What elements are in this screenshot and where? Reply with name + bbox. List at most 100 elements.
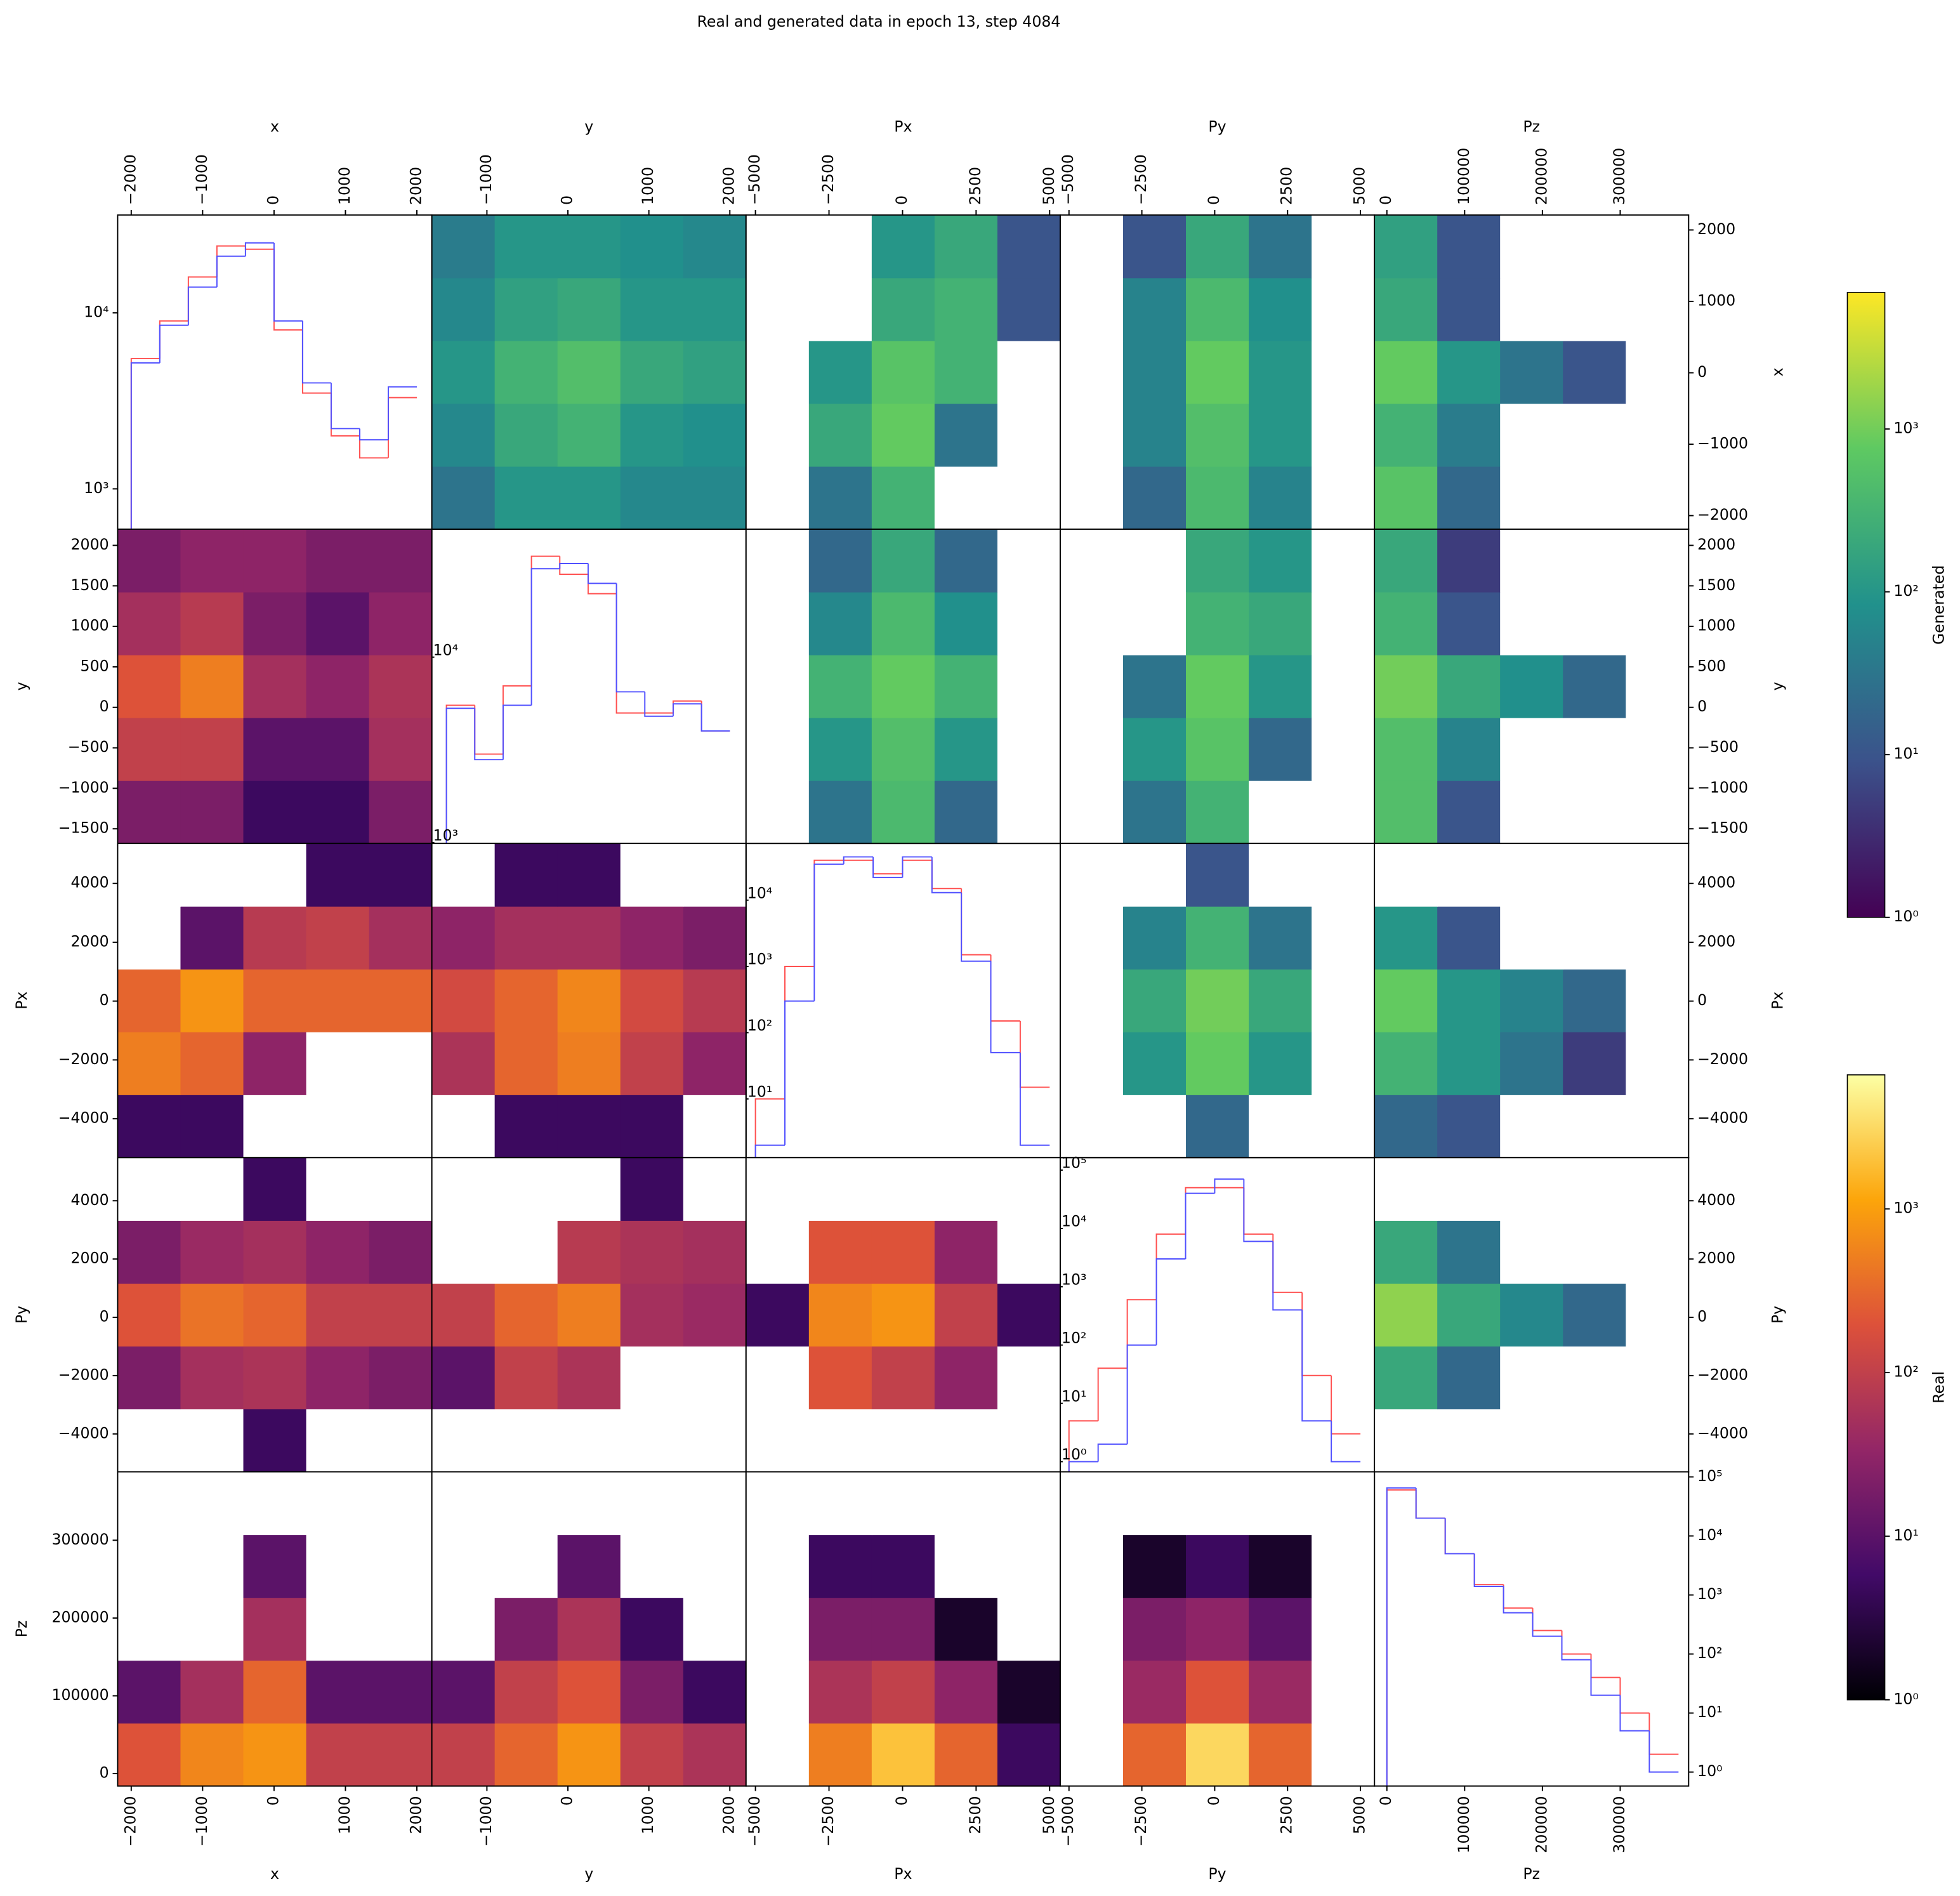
heatmap-cell [746, 466, 810, 530]
heatmap-cell [1437, 340, 1501, 404]
heatmap-cell [934, 403, 998, 467]
x-tick-label: −2000 [121, 1796, 139, 1847]
heatmap-cell [620, 1409, 684, 1473]
x-tick-label: 2500 [1278, 1796, 1296, 1834]
colorbar-label: Real [1930, 1371, 1948, 1404]
heatmap-cell [1563, 906, 1626, 970]
heatmap-cell [683, 403, 747, 467]
heatmap-cell [620, 1220, 684, 1284]
y-tick-label: −2000 [1697, 1366, 1748, 1383]
heatmap-cell [117, 655, 181, 718]
heatmap-cell [117, 1220, 181, 1284]
heatmap-cell [180, 1220, 244, 1284]
heatmap-cell [243, 1409, 307, 1473]
y-tick-label: 500 [81, 657, 109, 675]
heatmap-cell [1122, 1095, 1187, 1158]
heatmap-cell [494, 843, 558, 907]
x-tick-label: 2500 [1278, 167, 1296, 205]
heatmap-cell [1626, 1095, 1689, 1158]
heatmap-cell [934, 591, 998, 655]
heatmap-cell [117, 718, 181, 781]
heatmap-cell [306, 1095, 370, 1158]
y-tick-label: 1000 [1697, 617, 1735, 635]
y-tick-label: 10⁰ [1697, 1762, 1723, 1780]
heatmap-cell [1500, 718, 1563, 781]
heatmap-cell [808, 466, 872, 530]
heatmap-cell [997, 529, 1061, 593]
axis-label: Px [13, 992, 30, 1010]
heatmap-cell [1186, 466, 1249, 530]
heatmap-cell [934, 780, 998, 844]
histogram-step [1019, 1052, 1050, 1146]
histogram-step [754, 1144, 785, 1158]
colorbar-tick-label: 10¹ [1893, 1526, 1919, 1544]
y-tick-label: 2000 [1697, 220, 1735, 238]
heatmap-cell [557, 1346, 621, 1410]
y-tick-label: −4000 [1697, 1109, 1748, 1127]
histogram-step [1444, 1518, 1475, 1555]
heatmap-cell [620, 466, 684, 530]
heatmap-cell [1186, 906, 1249, 970]
heatmap-cell [494, 1660, 558, 1724]
heatmap-cell [1374, 591, 1438, 655]
heatmap-cell [1626, 529, 1689, 593]
heatmap-cell [1563, 1346, 1626, 1410]
heatmap-cell [997, 655, 1061, 718]
heatmap-cell [997, 591, 1061, 655]
heatmap-cell [620, 1346, 684, 1410]
heatmap-cell [1122, 1597, 1187, 1661]
y-tick-label: 10² [1062, 1329, 1087, 1346]
x-tick-label: −2000 [121, 154, 139, 205]
heatmap-cell [431, 1534, 496, 1598]
heatmap-cell [494, 1157, 558, 1221]
heatmap-cell [934, 1723, 998, 1787]
heatmap-cell [243, 1597, 307, 1661]
heatmap-cell [243, 1471, 307, 1536]
heatmap-cell [557, 403, 621, 467]
heatmap-cell [557, 277, 621, 341]
heatmap-cell [620, 1723, 684, 1787]
heatmap-cell [683, 1283, 747, 1347]
heatmap-cell [1122, 529, 1187, 593]
heatmap-cell [620, 214, 684, 279]
heatmap-cell [1500, 906, 1563, 970]
heatmap-cell [180, 1095, 244, 1158]
heatmap-cell [1060, 1723, 1124, 1787]
y-tick-label: 10² [1697, 1644, 1723, 1662]
histogram-step [1185, 1192, 1215, 1259]
x-tick-label: 2000 [407, 167, 424, 205]
heatmap-cell [1249, 1095, 1312, 1158]
heatmap-cell [746, 655, 810, 718]
histogram-step [931, 857, 962, 893]
heatmap-cell [243, 780, 307, 844]
x-tick-label: 1000 [336, 1796, 353, 1834]
histogram-step [445, 708, 475, 844]
heatmap-cell [746, 1534, 810, 1598]
y-tick-label: 10³ [1697, 1585, 1723, 1603]
heatmap-cell [871, 1471, 935, 1536]
heatmap-cell [369, 1534, 433, 1598]
heatmap-cell [494, 1032, 558, 1095]
heatmap-cell [1249, 214, 1312, 279]
heatmap-cell [1563, 529, 1626, 593]
heatmap-cell [746, 340, 810, 404]
x-tick-label: 5000 [1040, 167, 1058, 205]
heatmap-cell [1060, 1471, 1124, 1536]
heatmap-cell [306, 591, 370, 655]
heatmap-cell [808, 655, 872, 718]
heatmap-cell [808, 1723, 872, 1787]
heatmap-cell [494, 1409, 558, 1473]
heatmap-cell [1437, 1032, 1501, 1095]
heatmap-cell [1122, 1032, 1187, 1095]
y-tick-label: 0 [100, 1308, 109, 1326]
heatmap-cell [620, 1660, 684, 1724]
histogram-step [1503, 1586, 1533, 1614]
heatmap-cell [1312, 466, 1375, 530]
y-tick-label: 10⁴ [1062, 1213, 1087, 1230]
heatmap-cell [180, 1032, 244, 1095]
heatmap-cell [997, 1220, 1061, 1284]
heatmap-cell [117, 529, 181, 593]
heatmap-cell [1249, 340, 1312, 404]
y-tick-label: 10² [747, 1017, 773, 1034]
heatmap-cell [1060, 277, 1124, 341]
